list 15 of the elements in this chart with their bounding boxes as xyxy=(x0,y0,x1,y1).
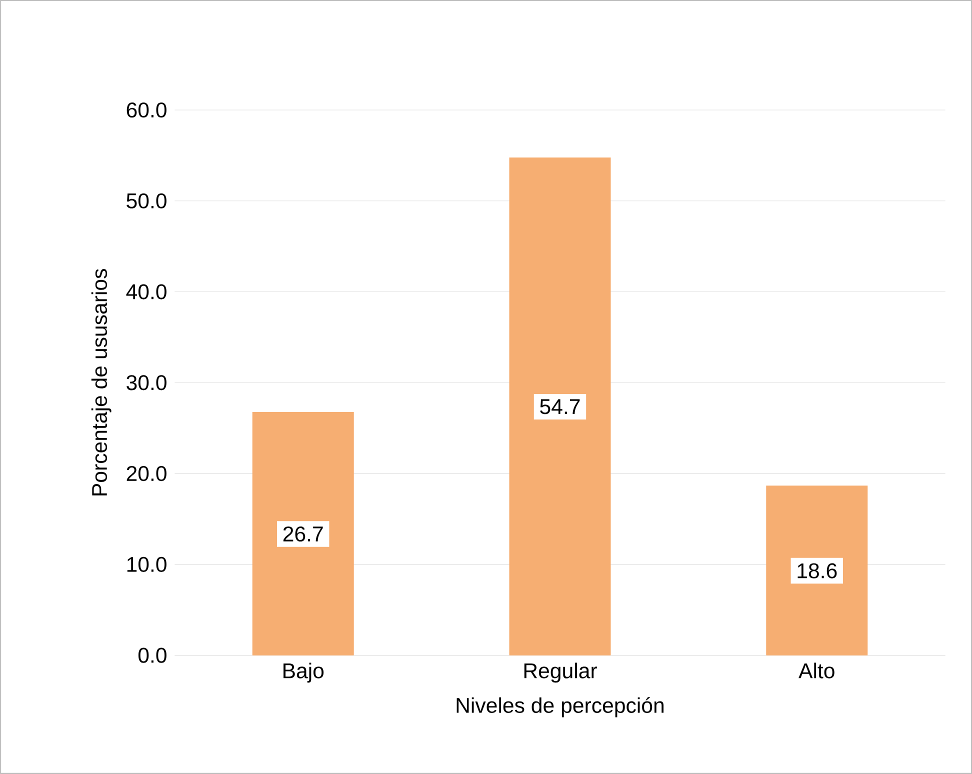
y-tick-label: 40.0 xyxy=(126,284,166,300)
y-tick-label: 50.0 xyxy=(126,193,166,208)
y-tick-label: 30.0 xyxy=(126,375,166,390)
x-axis-title: Niveles de percepción xyxy=(456,697,664,718)
data-label: 26.7 xyxy=(283,526,323,542)
y-tick-label: 0.0 xyxy=(138,648,166,663)
y-tick-label: 20.0 xyxy=(126,466,166,482)
x-tick-label: Bajo xyxy=(284,662,324,683)
y-tick-label: 60.0 xyxy=(126,102,166,118)
y-axis-title: Porcentaje de ususarios xyxy=(91,269,112,496)
y-tick-label: 10.0 xyxy=(127,556,166,572)
data-label: 18.6 xyxy=(798,563,837,578)
x-tick-label: Regular xyxy=(524,662,597,683)
data-label: 54.7 xyxy=(540,399,580,414)
x-tick-label: Alto xyxy=(798,662,834,678)
